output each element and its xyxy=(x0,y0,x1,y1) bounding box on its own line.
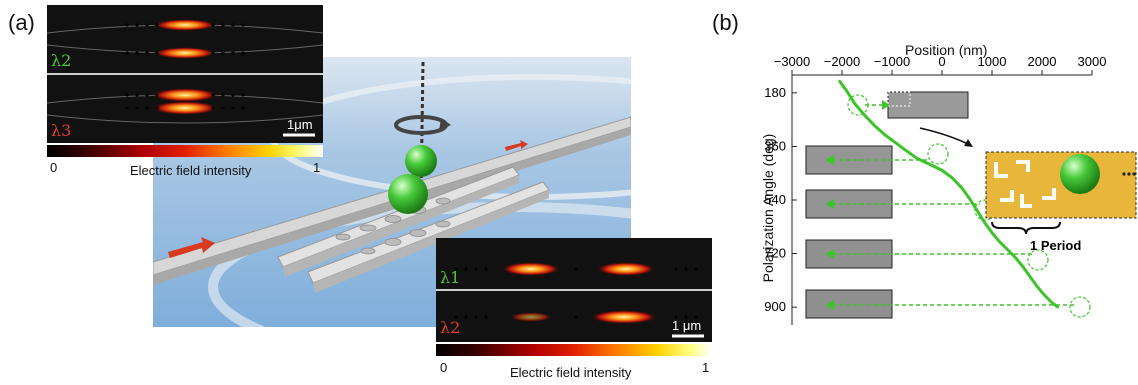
trajectory-point xyxy=(1005,247,1009,251)
trajectory-point xyxy=(883,133,886,136)
top-colorbar-max: 1 xyxy=(313,160,321,175)
top-inset-lambda-3: λ3 xyxy=(51,121,72,140)
x-axis-title: Position (nm) xyxy=(905,42,988,58)
trajectory-point xyxy=(873,124,876,127)
bottom-colorbar xyxy=(436,344,712,356)
top-inset-image xyxy=(47,5,323,143)
y-tick-label: 180 xyxy=(764,85,786,100)
camera-frame-1-zoom-box xyxy=(887,91,911,107)
trajectory-point xyxy=(983,221,986,224)
trajectory-point xyxy=(1028,274,1031,278)
y-tick-label: 900 xyxy=(764,299,786,314)
x-tick-label: −3000 xyxy=(774,54,811,69)
trajectory-point xyxy=(928,163,931,166)
x-tick-label: 1000 xyxy=(978,54,1007,69)
top-inset-scalebar-label: 1μm xyxy=(287,117,313,132)
top-inset-lambda-2: λ2 xyxy=(51,51,72,70)
x-tick-label: −2000 xyxy=(824,54,861,69)
camera-frame-1 xyxy=(887,91,969,119)
trajectory-point xyxy=(1013,255,1016,258)
trajectory-point xyxy=(853,102,856,105)
trajectory-point xyxy=(838,79,841,83)
bottom-inset-lambda-1: λ1 xyxy=(440,268,461,287)
trajectory-line xyxy=(838,80,1059,309)
bottom-inset-field-maps: λ1 λ2 1 μm xyxy=(436,238,712,342)
x-tick-label: 2000 xyxy=(1028,54,1057,69)
trajectory-point xyxy=(915,157,919,160)
trajectory-point xyxy=(1043,294,1046,297)
bottom-inset-image xyxy=(436,238,712,342)
bottom-colorbar-min: 0 xyxy=(440,360,448,375)
trajectory-point xyxy=(990,231,994,234)
camera-frame-5 xyxy=(805,289,893,319)
trajectory-point xyxy=(903,148,906,151)
panel-a-label: (a) xyxy=(8,10,35,35)
bottom-colorbar-max: 1 xyxy=(702,360,710,375)
polarization-chart: −3000 −2000 −1000 0 1000 2000 3000 180 360 540 72… xyxy=(764,54,1137,325)
bottom-inset-lambda-2: λ2 xyxy=(440,318,461,337)
top-colorbar xyxy=(47,145,323,157)
waveguide-scene xyxy=(153,57,631,327)
trajectory-point xyxy=(893,140,896,144)
trajectory-point xyxy=(998,240,1001,243)
top-colorbar-label: Electric field intensity xyxy=(130,163,252,178)
trajectory-point xyxy=(1050,301,1054,304)
panel-b-label: (b) xyxy=(712,10,739,35)
x-tick-label: −1000 xyxy=(874,54,911,69)
trajectory-point xyxy=(950,176,954,179)
y-tick-label: 540 xyxy=(764,192,786,207)
trajectory-point xyxy=(845,90,849,93)
top-colorbar-min: 0 xyxy=(50,160,58,175)
y-tick-label: 360 xyxy=(764,138,786,153)
trajectory-point xyxy=(1020,264,1024,267)
x-tick-label: 0 xyxy=(938,54,945,69)
x-tick-label: 3000 xyxy=(1078,54,1107,69)
scene-illustration xyxy=(153,57,631,327)
trajectory-point xyxy=(960,186,964,190)
top-inset-field-maps: λ2 λ3 1μm xyxy=(47,5,323,143)
bottom-inset-scalebar-label: 1 μm xyxy=(672,318,702,333)
bottom-colorbar-label: Electric field intensity xyxy=(510,365,632,380)
trajectory-point xyxy=(975,209,979,212)
trajectory-point xyxy=(1035,285,1039,288)
trajectory-point xyxy=(863,113,866,117)
trajectory-point xyxy=(1056,305,1060,309)
trajectory-point xyxy=(968,197,971,200)
period-inset xyxy=(985,151,1137,219)
y-tick-label: 720 xyxy=(764,246,786,261)
period-label: 1 Period xyxy=(1030,238,1081,253)
trajectory-point xyxy=(940,169,944,172)
